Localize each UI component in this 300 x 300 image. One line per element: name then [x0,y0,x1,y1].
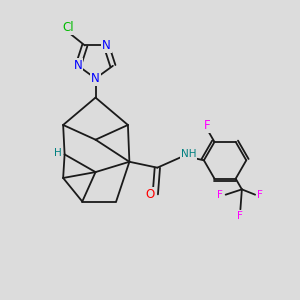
Text: Cl: Cl [63,21,74,34]
Text: F: F [257,190,263,200]
Text: F: F [203,119,210,132]
Text: O: O [146,188,154,201]
Text: H: H [54,148,62,158]
Text: F: F [218,190,223,200]
Text: N: N [102,39,111,52]
Text: N: N [91,72,100,85]
Text: F: F [238,211,243,221]
Text: N: N [74,59,82,72]
Text: NH: NH [181,149,196,159]
